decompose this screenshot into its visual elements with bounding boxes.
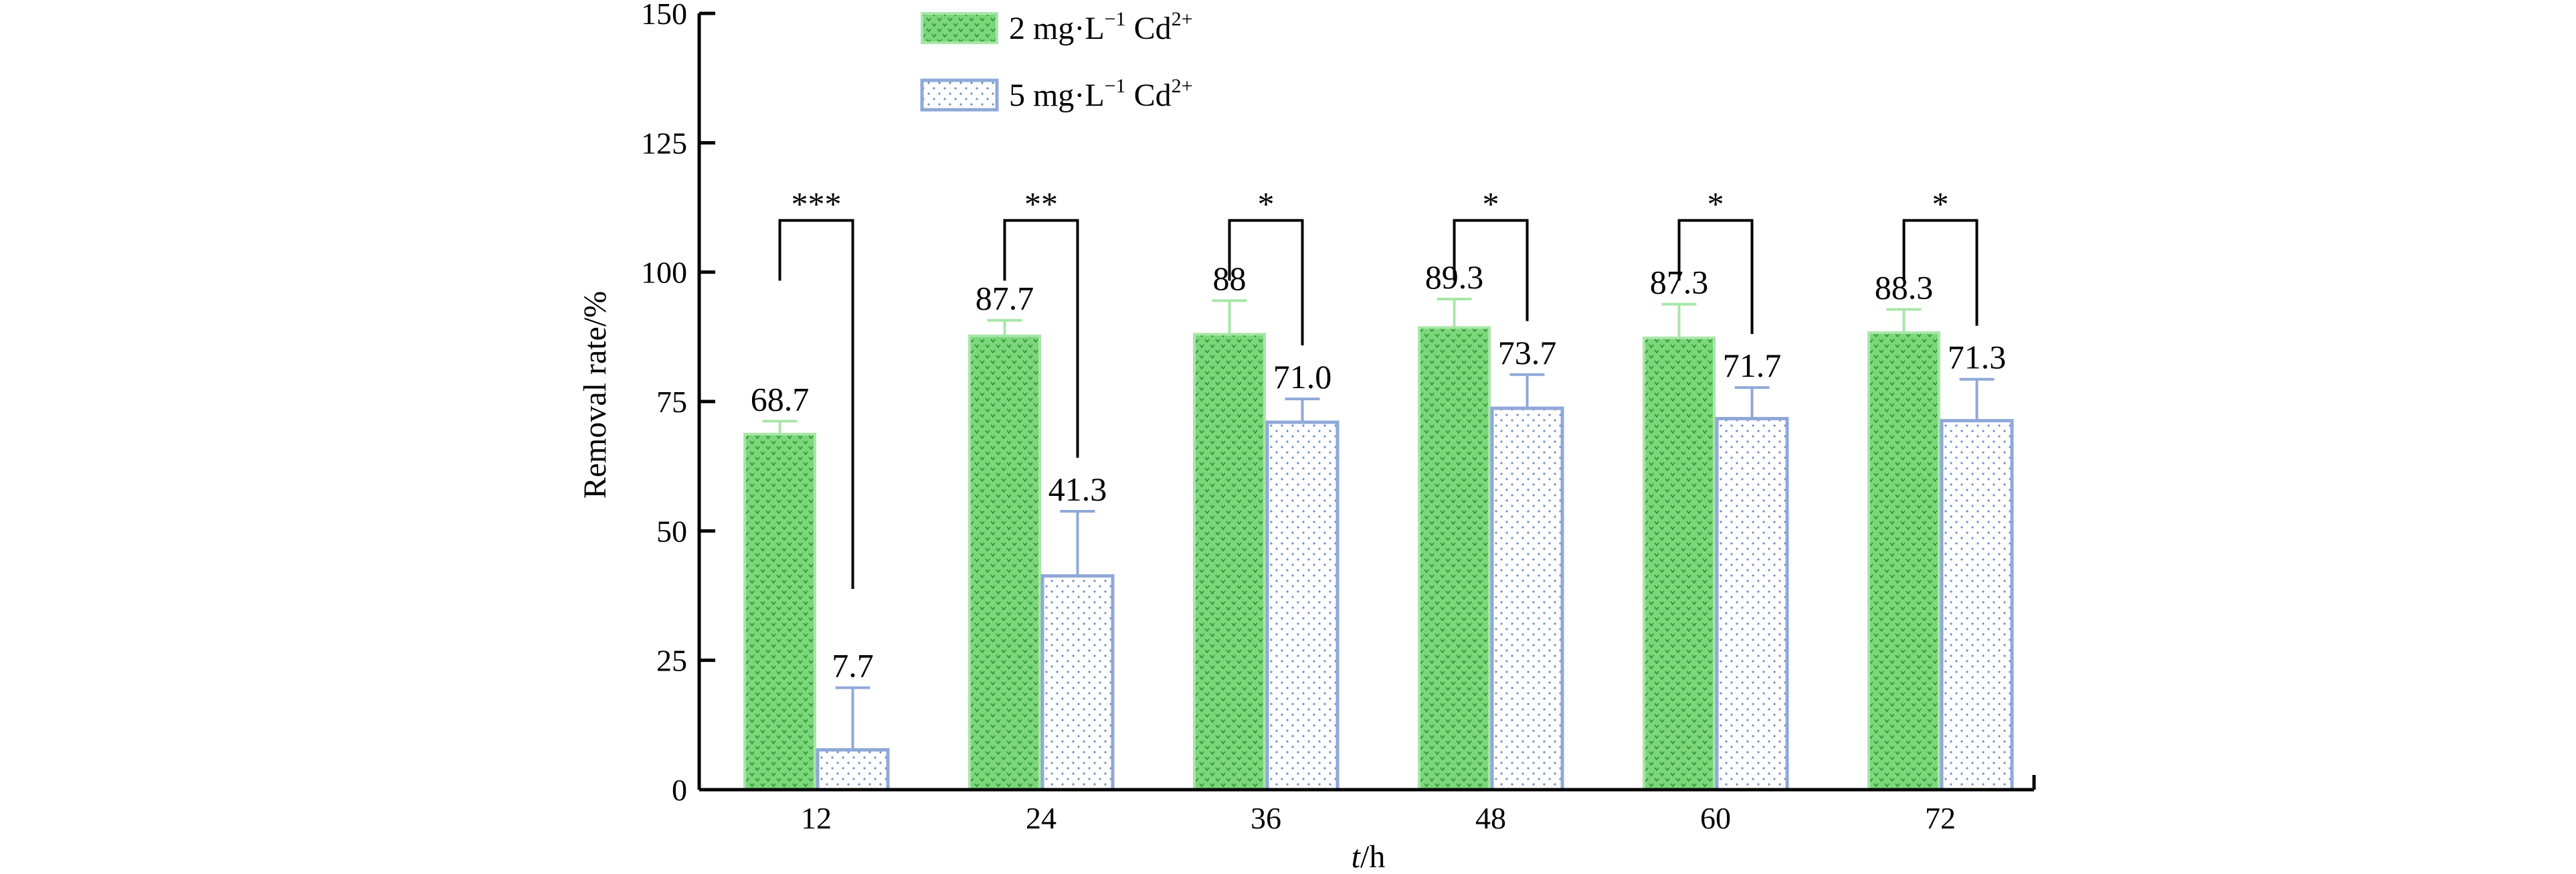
- significance-label-48: *: [1483, 185, 1499, 222]
- value-label-series-2-24: 41.3: [1048, 470, 1107, 508]
- bar-series-2-24: [1040, 574, 1115, 792]
- value-label-series-2-72: 71.3: [1948, 339, 2007, 376]
- significance-label-60: *: [1708, 185, 1724, 222]
- x-tick-label-36: 36: [1251, 801, 1281, 835]
- significance-label-72: *: [1932, 185, 1949, 222]
- value-label-series-1-12: 68.7: [751, 380, 810, 418]
- bar-series-1-72: [1867, 331, 1940, 791]
- value-label-series-2-48: 73.7: [1498, 334, 1557, 371]
- value-label-series-2-12: 7.7: [832, 647, 874, 685]
- bar-series-1-36: [1193, 333, 1266, 791]
- bar-series-2-72: [1940, 419, 2014, 792]
- bar-series-2-12: [816, 748, 890, 792]
- y-tick-label-150: 150: [641, 0, 687, 31]
- x-tick-label-60: 60: [1700, 801, 1731, 835]
- legend-swatch-series-2: [920, 78, 999, 112]
- bar-series-1-60: [1643, 336, 1716, 791]
- y-tick-label-75: 75: [656, 385, 687, 419]
- bar-series-1-12: [743, 432, 816, 791]
- legend-label-series-2: 5 mg·L−1 Cd2+: [1009, 75, 1193, 113]
- bar-series-1-24: [968, 334, 1041, 791]
- significance-bracket-72: [1902, 219, 1979, 326]
- x-tick-label-24: 24: [1026, 801, 1056, 835]
- value-label-series-1-24: 87.7: [976, 280, 1034, 317]
- x-tick-label-12: 12: [801, 801, 832, 835]
- significance-bracket-48: [1453, 219, 1529, 321]
- significance-bracket-12: [778, 219, 854, 589]
- x-axis-title: t/h: [1352, 839, 1386, 874]
- significance-bracket-60: [1677, 219, 1754, 335]
- x-tick-label-72: 72: [1925, 801, 1956, 835]
- significance-label-36: *: [1258, 185, 1275, 222]
- legend-swatch-series-1: [921, 12, 998, 44]
- y-tick-label-100: 100: [641, 256, 687, 290]
- legend: 2 mg·L−1 Cd2+ 5 mg·L−1 Cd2+: [920, 8, 1193, 113]
- x-tick-label-48: 48: [1475, 801, 1506, 835]
- y-axis-title: Removal rate/%: [577, 291, 613, 499]
- significance-bracket-36: [1228, 219, 1304, 346]
- bar-series-2-36: [1265, 420, 1340, 792]
- significance-label-24: **: [1024, 185, 1058, 222]
- y-tick-label-0: 0: [672, 773, 687, 807]
- y-tick-label-50: 50: [656, 514, 687, 548]
- bar-series-1-48: [1418, 326, 1491, 791]
- significance-bracket-24: [1003, 219, 1079, 458]
- y-tick-label-25: 25: [656, 644, 687, 678]
- y-tick-label-125: 125: [641, 126, 687, 160]
- bar-series-2-48: [1490, 406, 1564, 792]
- value-label-series-2-36: 71.0: [1273, 358, 1332, 396]
- significance-label-12: ***: [792, 185, 842, 222]
- bar-series-2-60: [1715, 417, 1789, 792]
- value-label-series-2-60: 71.7: [1723, 347, 1782, 384]
- legend-label-series-1: 2 mg·L−1 Cd2+: [1009, 8, 1193, 46]
